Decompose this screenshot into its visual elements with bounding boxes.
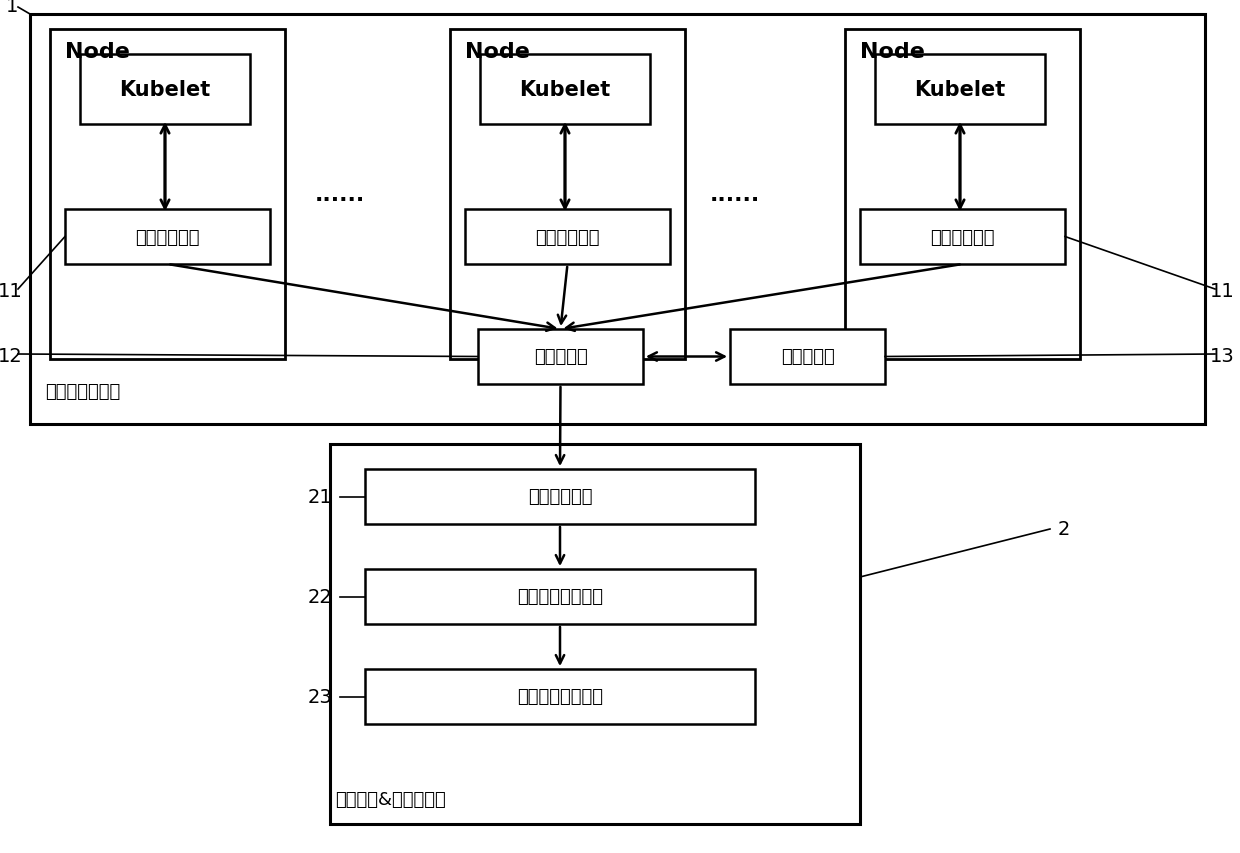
Text: 故障判断模块: 故障判断模块 (528, 488, 593, 506)
Bar (365, 670, 755, 724)
Bar (875, 55, 1045, 125)
Bar (450, 30, 684, 360)
Bar (730, 329, 885, 385)
Bar (30, 15, 1205, 425)
Text: 日志收集子系统: 日志收集子系统 (45, 382, 120, 401)
Text: 11: 11 (1210, 282, 1234, 301)
Text: Node: Node (861, 42, 925, 62)
Text: Kubelet: Kubelet (119, 80, 211, 100)
Bar (477, 329, 644, 385)
Text: 日志儲存器: 日志儲存器 (781, 348, 835, 366)
Text: 故障处理执行模块: 故障处理执行模块 (517, 688, 603, 705)
Bar (844, 30, 1080, 360)
Text: 21: 21 (308, 487, 332, 507)
Text: 故障处理脚本仓库: 故障处理脚本仓库 (517, 588, 603, 606)
Text: 日志收集探针: 日志收集探针 (536, 229, 600, 247)
Bar (365, 469, 755, 525)
Bar (365, 569, 755, 624)
Text: 日志收集探针: 日志收集探针 (930, 229, 994, 247)
Bar (480, 55, 650, 125)
Bar (64, 210, 270, 264)
Text: 23: 23 (308, 688, 332, 706)
Text: Kubelet: Kubelet (914, 80, 1006, 100)
Text: 日志汇集器: 日志汇集器 (533, 348, 588, 366)
Text: Node: Node (64, 42, 130, 62)
Bar (330, 444, 861, 824)
Bar (50, 30, 285, 360)
Text: 故障判断&处理子系统: 故障判断&处理子系统 (335, 790, 445, 808)
Text: Node: Node (465, 42, 529, 62)
Text: 1: 1 (6, 0, 19, 15)
Text: 2: 2 (1058, 519, 1070, 539)
Text: Kubelet: Kubelet (520, 80, 610, 100)
Text: 11: 11 (0, 282, 22, 301)
Text: 22: 22 (308, 588, 332, 606)
Text: 日志收集探针: 日志收集探针 (135, 229, 200, 247)
Text: 12: 12 (0, 347, 22, 366)
Text: ......: ...... (709, 185, 760, 205)
Text: ......: ...... (315, 185, 365, 205)
Bar (465, 210, 670, 264)
Text: 13: 13 (1210, 347, 1234, 366)
Bar (81, 55, 250, 125)
Bar (861, 210, 1065, 264)
